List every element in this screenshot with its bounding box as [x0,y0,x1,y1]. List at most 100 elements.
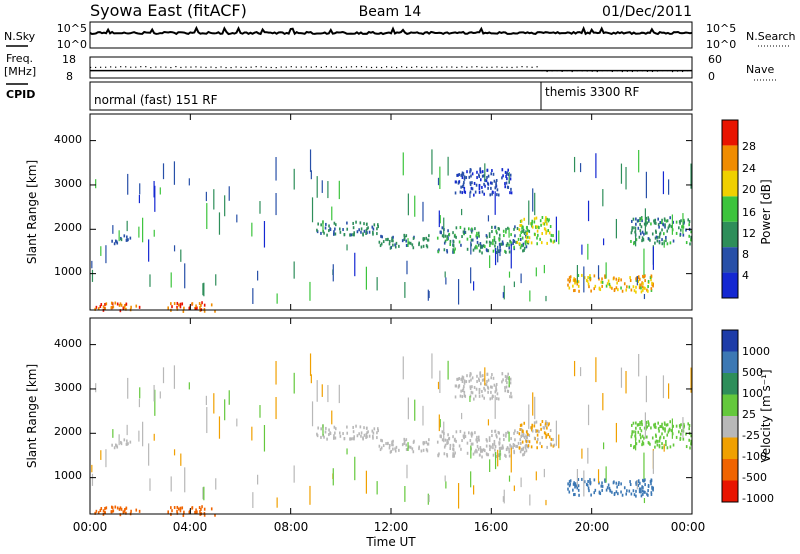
velocity-cell [600,484,603,488]
nave-point [501,66,503,69]
velocity-cell [533,421,536,425]
colorbar-segment [722,196,738,222]
velocity-cell [123,509,126,513]
velocity-cell [403,437,406,441]
velocity-streak [293,465,295,483]
velocity-cell [639,481,641,485]
velocity-cell [356,434,359,438]
power-cell [543,227,546,231]
power-cell [363,229,366,233]
velocity-cell [475,448,477,452]
power-cell [181,302,184,306]
power-data-cells [89,114,693,313]
velocity-cell [679,436,682,440]
velocity-cell [343,437,346,441]
power-cell [460,185,462,189]
power-cell [516,240,519,244]
power-cb-16: 16 [742,206,756,219]
nave-point [641,70,644,72]
power-cell [641,219,643,223]
power-cell [485,234,488,238]
velocity-cell [405,447,408,451]
velocity-cell [547,433,550,437]
power-cell [446,235,449,239]
power-cell [461,175,464,179]
velocity-cell [621,493,624,497]
velocity-cell [664,427,666,431]
power-cell [515,240,517,244]
nave-point [235,66,237,68]
velocity-streak [576,469,579,487]
velocity-cell [102,509,105,513]
velocity-cell [548,422,550,426]
power-cell [422,244,425,248]
nave-point [646,70,649,72]
nave-point [491,66,493,68]
power-cell [479,178,482,182]
power-cell [466,170,468,174]
power-streak [543,264,545,274]
power-cell [170,302,172,306]
velocity-cell [672,424,675,428]
velocity-cell [688,424,691,428]
power-streak [100,246,102,256]
nave-point [215,66,217,69]
power-cell [425,244,428,248]
power-cell [352,233,354,237]
velocity-cell [461,395,464,399]
velocity-cell [545,420,547,424]
velocity-streak [322,424,324,436]
velocity-cell [428,438,430,442]
velocity-cell [479,446,482,450]
power-cell [388,239,391,243]
power-cell [449,243,452,247]
velocity-cell [352,437,354,441]
velocity-streak [407,442,409,451]
velocity-cell [454,451,456,455]
power-cell [678,220,681,224]
power-cell [401,239,404,243]
power-cell [640,283,642,287]
power-cell [490,241,492,245]
power-cell [493,238,496,242]
velocity-cell [587,479,589,483]
velocity-cell [655,434,657,438]
velocity-cell [536,446,538,450]
velocity-cell [346,425,348,429]
power-cell [523,217,526,221]
velocity-cell [543,426,546,430]
velocity-streak [652,450,654,474]
power-cell [620,278,622,282]
power-cell [577,280,580,284]
power-cell [119,302,122,306]
velocity-streak [605,466,607,483]
power-cell [650,288,653,292]
velocity-cell [491,373,493,377]
velocity-streak [205,395,207,406]
power-cell [637,226,640,230]
velocity-streak [170,476,172,492]
power-cell [171,305,173,309]
power-streak [638,149,640,173]
power-streak [682,213,684,234]
power-cell [425,236,428,240]
noise-label: N.Sky [4,30,36,43]
nave-point [541,70,543,72]
power-cell [639,219,641,223]
velocity-cell [533,436,536,440]
power-streak [293,261,295,279]
nave-point [140,66,142,68]
power-cell [655,235,658,239]
velocity-cell [510,395,513,399]
power-cell [481,190,484,194]
power-cell [682,221,685,225]
velocity-streak [202,487,204,500]
velocity-cell [525,439,528,443]
velocity-cell [463,434,466,438]
power-cell [666,242,669,246]
velocity-cell [490,390,492,394]
velocity-streak [309,353,312,376]
velocity-cell [460,389,462,393]
velocity-cell [359,425,362,429]
velocity-cell [569,482,572,486]
